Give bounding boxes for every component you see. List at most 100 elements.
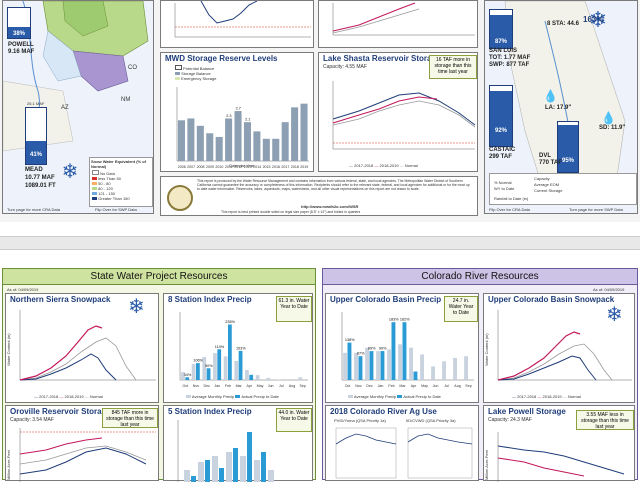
sd-rain: SD: 11.9" xyxy=(599,125,626,131)
x-tick-label: Jun xyxy=(433,384,439,388)
bar xyxy=(255,375,260,380)
bar-data-label: 50% xyxy=(205,364,213,368)
bar-data-label: 138% xyxy=(345,338,355,342)
castaic-gauge: 92% xyxy=(489,85,513,147)
x-tick-label: Apr xyxy=(247,384,253,388)
bar xyxy=(442,361,446,380)
bar xyxy=(253,131,261,161)
x-tick-label: Oct xyxy=(345,384,351,388)
snow-pct-badge: ❄ xyxy=(588,7,608,32)
footer-right[interactable]: Flip Over for SWP Data xyxy=(95,207,137,212)
x-tick-label: 2011 xyxy=(225,165,233,169)
precip8-panel: 8 Station Index Precip 61.3 in. Water Ye… xyxy=(163,293,313,403)
x-tick-label: Jan xyxy=(214,384,220,388)
cra-as-of: As of: 04/09/2019 xyxy=(593,287,625,292)
footer-left[interactable]: Turn page for more CRA Data xyxy=(7,207,60,212)
bar-data-label: 2.7 xyxy=(236,107,241,111)
mwd-title: MWD Storage Reserve Levels xyxy=(165,54,278,63)
mwd-panel: MWD Storage Reserve Levels Potential Bal… xyxy=(160,52,314,172)
x-tick-label: Feb xyxy=(388,384,394,388)
footer-left[interactable]: Flip Over for CRA Data xyxy=(489,207,530,212)
precip8-callout: 61.3 in. Water Year to Date xyxy=(276,296,312,322)
bar-data-label: 87% xyxy=(357,352,365,356)
x-tick-label: 2010 xyxy=(215,165,223,169)
x-tick-label: Feb xyxy=(225,384,231,388)
ucb-snowpack-chart: Water Content (in) xyxy=(484,310,632,381)
ag-subpanel-label: IID/CVWD (QSA Priority 3a) xyxy=(406,418,456,423)
sierra-snowpack-panel: Northern Sierra Snowpack ❄ Water Content… xyxy=(5,293,159,403)
bar xyxy=(343,352,347,380)
bar xyxy=(300,103,308,161)
sierra-legend-item: Normal xyxy=(89,394,103,399)
bar xyxy=(191,363,196,380)
partial-chart-left xyxy=(160,0,314,48)
snow-legend-item: 80 - 120 xyxy=(98,186,113,191)
bar xyxy=(391,322,396,380)
bar xyxy=(223,356,228,380)
bar xyxy=(409,347,413,380)
bar xyxy=(187,118,195,161)
mwd-legend: Potential Balance Storage Balance Emerge… xyxy=(175,65,216,81)
state-label-az: AZ xyxy=(61,105,69,111)
ucb-precip-callout: 24.7 in. Water Year to Date xyxy=(444,296,478,322)
dvl-pct: 95% xyxy=(561,158,574,164)
bar xyxy=(376,351,380,380)
shasta-legend-item: 2018-2019 xyxy=(379,163,399,168)
oroville-title: Oroville Reservoir Storage xyxy=(10,407,111,416)
mwd-xlabel: Calendar Year xyxy=(229,163,255,168)
disclaimer-panel: This report is produced by the Water Res… xyxy=(160,176,478,216)
mead-side-label: 26.1 MAF xyxy=(27,101,45,106)
bar-data-label: 99% xyxy=(379,347,387,351)
bar xyxy=(243,122,251,161)
bar xyxy=(234,111,242,161)
bar xyxy=(398,344,402,380)
snow-pct: 163% xyxy=(583,15,604,24)
ucb-legend-item: Average Monthly Precip xyxy=(353,394,397,399)
bar xyxy=(358,356,363,380)
bar-data-label: 2.3 xyxy=(226,114,231,118)
rain-drop-icon: 💧 xyxy=(543,89,558,103)
x-tick-label: May xyxy=(421,384,428,388)
state-label-co: CO xyxy=(128,65,137,71)
castaic-pct: 92% xyxy=(494,128,507,134)
mead-gauge: 41% xyxy=(25,107,47,165)
x-tick-label: Aug xyxy=(454,384,460,388)
powell-name: POWELL xyxy=(8,42,34,48)
dvl-name: DVL xyxy=(539,153,551,159)
bar-data-label: 106% xyxy=(193,359,203,363)
state-label-nm: NM xyxy=(121,97,130,103)
ag-subpanel-label: PVID/Yuma (QSA Priority 1a) xyxy=(334,418,386,423)
powell-line-chart: Million Acre-Feet xyxy=(484,432,625,482)
oroville-panel: Oroville Reservoir Storage Capacity: 3.5… xyxy=(5,405,159,482)
shasta-legend: — 2017-2018 — 2018-2019 — Normal xyxy=(349,163,418,168)
mwd-legend-item: Storage Balance xyxy=(181,71,211,76)
bar xyxy=(387,349,391,380)
mead-pct: 41% xyxy=(29,152,42,158)
bar-data-label: 114% xyxy=(215,345,225,349)
bar xyxy=(272,138,280,161)
x-tick-label: Nov xyxy=(193,384,200,388)
x-tick-label: 2013 xyxy=(244,165,252,169)
snow-legend-title: Snow Water Equivalent (% of Normal) xyxy=(91,159,146,169)
precip8-legend: Average Monthly Precip Actual Precip to … xyxy=(186,394,279,399)
san-luis-tot: TOT: 1.77 MAF xyxy=(489,55,531,61)
ucb-snow-legend-item: Normal xyxy=(567,394,581,399)
footer-right[interactable]: Turn page for more SWP Data xyxy=(569,207,623,212)
shasta-legend-item: Normal xyxy=(404,163,418,168)
snowflake-icon: ❄ xyxy=(128,296,145,318)
mead-name: MEAD xyxy=(25,167,43,173)
bar xyxy=(266,377,271,380)
dvl-cap: 770 TAF xyxy=(539,160,562,166)
swp-section: State Water Project Resources As of: 04/… xyxy=(2,268,316,482)
precip8-bar-chart: Oct Nov Dec Jan Feb Mar Apr May Jun Jul Aug Sep 34% 1… xyxy=(179,312,308,388)
x-tick-label: 2017 xyxy=(281,165,289,169)
bar xyxy=(453,357,457,380)
sta-label: 8 STA: 44.6 xyxy=(547,21,579,27)
swp-map-legend: Capacity Average EOM Current Storage % N… xyxy=(489,173,637,205)
top-sheet: CO AZ NM 38% POWELL 9.16 MAF 26.1 MAF 41… xyxy=(0,0,640,222)
cra-band: Colorado River Resources xyxy=(323,269,637,285)
powell-panel: Lake Powell Storage Capacity: 24.3 MAF 3… xyxy=(483,405,635,482)
precip5-bar-chart xyxy=(177,420,274,482)
x-tick-label: 2019 xyxy=(300,165,308,169)
report-url[interactable]: http://www.mwdh2o.com/WSR xyxy=(301,204,359,209)
